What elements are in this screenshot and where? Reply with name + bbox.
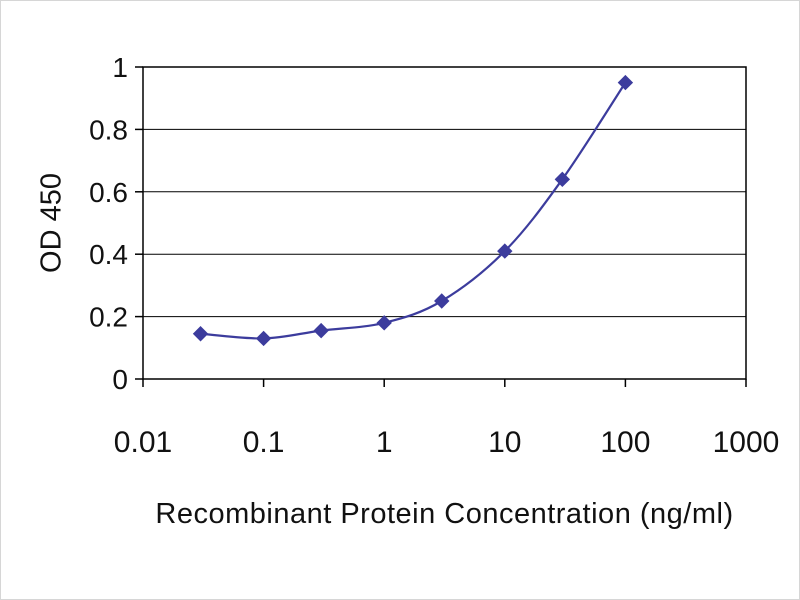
data-point-marker xyxy=(554,171,571,188)
y-tick-label: 0.8 xyxy=(89,114,128,145)
data-point-marker xyxy=(376,315,392,331)
x-tick-label: 100 xyxy=(600,426,650,459)
data-point-marker xyxy=(192,326,209,342)
data-point-marker xyxy=(434,293,450,309)
data-point-marker xyxy=(255,330,272,347)
x-axis-title: Recombinant Protein Concentration (ng/ml… xyxy=(155,498,734,530)
x-tick-label: 10 xyxy=(488,426,521,459)
y-tick-label: 0.2 xyxy=(89,302,128,333)
data-point-marker xyxy=(313,322,329,339)
x-tick-label: 1000 xyxy=(713,426,780,459)
y-tick-label: 0 xyxy=(112,364,128,395)
x-tick-label: 0.01 xyxy=(114,426,172,459)
y-tick-label: 1 xyxy=(112,52,128,83)
series-line xyxy=(200,81,627,340)
plot-border xyxy=(142,66,747,380)
y-tick-label: 0.4 xyxy=(89,239,128,270)
x-tick-label: 0.1 xyxy=(243,426,285,459)
x-tick-label: 1 xyxy=(376,426,393,459)
data-point-marker xyxy=(497,243,513,259)
y-axis-title: OD 450 xyxy=(35,173,68,273)
data-point-marker xyxy=(617,74,634,91)
y-tick-label: 0.6 xyxy=(89,177,128,208)
